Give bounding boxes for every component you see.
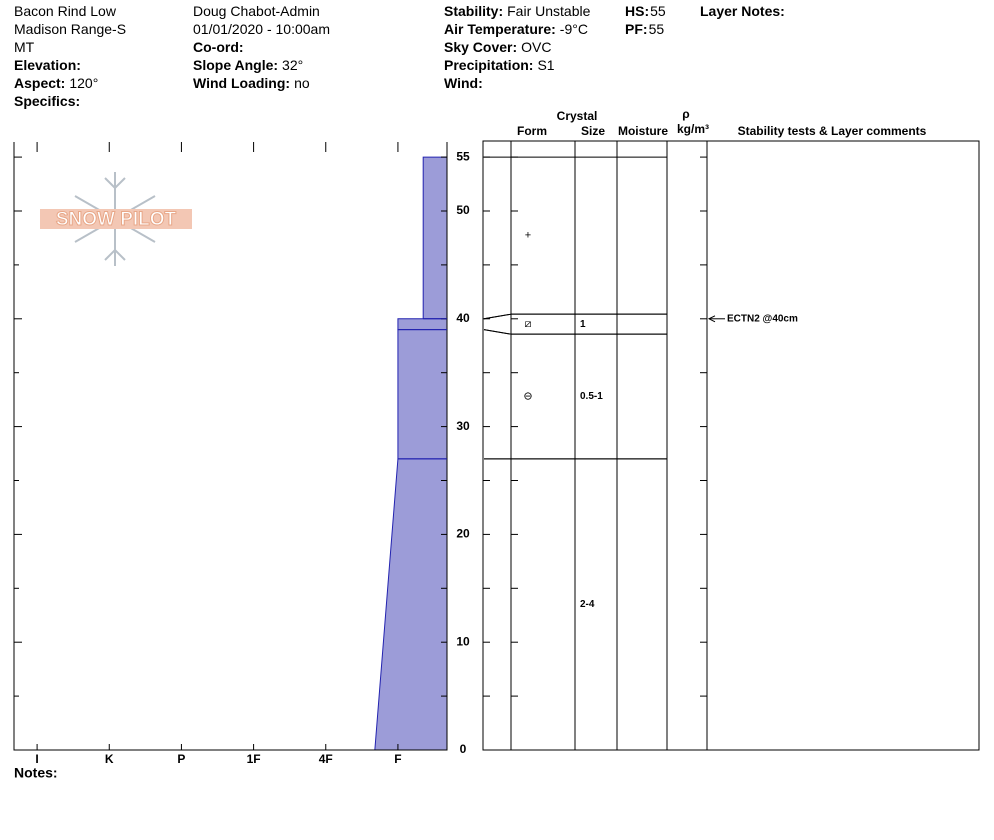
hardness-bar bbox=[422, 156, 448, 320]
logo-band bbox=[40, 209, 192, 229]
field-value: OVC bbox=[521, 39, 551, 55]
test-arrowhead bbox=[707, 315, 716, 323]
field-value: 32° bbox=[282, 57, 303, 73]
layer-connector bbox=[483, 313, 512, 320]
y-tick-label: 50 bbox=[456, 203, 470, 217]
field-label: Wind: bbox=[444, 75, 483, 91]
field-label: PF: bbox=[625, 21, 648, 37]
hardness-bar bbox=[397, 329, 448, 460]
y-tick-label: 20 bbox=[456, 527, 470, 541]
field-value: Doug Chabot-Admin bbox=[193, 3, 320, 19]
field-value: Fair Unstable bbox=[507, 3, 590, 19]
col-header: Moisture bbox=[618, 124, 668, 138]
col-header: kg/m³ bbox=[677, 122, 709, 136]
field-value: 120° bbox=[69, 75, 98, 91]
header-field: Madison Range-S bbox=[14, 21, 126, 37]
layer-connector bbox=[483, 329, 512, 335]
notes-label: Notes: bbox=[14, 765, 58, 781]
field-label: Wind Loading: bbox=[193, 75, 290, 91]
header-field: 01/01/2020 - 10:00am bbox=[193, 21, 330, 37]
field-value: 55 bbox=[649, 21, 665, 37]
field-label: Air Temperature: bbox=[444, 21, 556, 37]
header-field: Stability: Fair Unstable bbox=[444, 3, 591, 19]
field-value: -9°C bbox=[560, 21, 588, 37]
header-field: Air Temperature: -9°C bbox=[444, 21, 588, 37]
y-tick-label: 55 bbox=[456, 149, 470, 163]
logo-text: SNOW PILOT bbox=[56, 209, 177, 230]
x-tick-label: K bbox=[105, 752, 114, 766]
x-tick-label: 1F bbox=[247, 752, 261, 766]
field-label: Aspect: bbox=[14, 75, 65, 91]
y-tick-label: 10 bbox=[456, 634, 470, 648]
field-value: Bacon Rind Low bbox=[14, 3, 117, 19]
header-field: Slope Angle: 32° bbox=[193, 57, 303, 73]
col-header: Size bbox=[581, 124, 605, 138]
field-label: HS: bbox=[625, 3, 649, 19]
field-label: Sky Cover: bbox=[444, 39, 517, 55]
test-label: ECTN2 @40cm bbox=[727, 313, 798, 324]
grain-form: ⧄ bbox=[525, 318, 532, 330]
header-field: MT bbox=[14, 39, 35, 55]
header-field: PF:55 bbox=[625, 21, 664, 37]
field-value: no bbox=[294, 75, 310, 91]
grain-form: ⊖ bbox=[523, 390, 532, 402]
grain-size: 1 bbox=[580, 319, 586, 330]
field-value: 01/01/2020 - 10:00am bbox=[193, 21, 330, 37]
x-tick-label: P bbox=[177, 752, 185, 766]
field-label: Elevation: bbox=[14, 57, 81, 73]
header-field: Sky Cover: OVC bbox=[444, 39, 552, 55]
table-frame bbox=[482, 140, 980, 751]
header-field: Doug Chabot-Admin bbox=[193, 3, 320, 19]
field-value: MT bbox=[14, 39, 35, 55]
col-header: Form bbox=[517, 124, 547, 138]
logo-flake bbox=[104, 248, 126, 261]
hardness-bar bbox=[374, 458, 448, 751]
y-tick-label: 40 bbox=[456, 311, 470, 325]
x-tick-label: I bbox=[35, 752, 38, 766]
field-label: Precipitation: bbox=[444, 57, 533, 73]
logo-flake bbox=[104, 177, 126, 190]
header-field: Wind Loading: no bbox=[193, 75, 310, 91]
field-label: Slope Angle: bbox=[193, 57, 278, 73]
y-tick-label: 0 bbox=[460, 742, 467, 756]
plot-frame bbox=[13, 142, 448, 751]
grain-size: 0.5-1 bbox=[580, 391, 603, 402]
field-label: Layer Notes: bbox=[700, 3, 785, 19]
header-field: Aspect: 120° bbox=[14, 75, 98, 91]
header-field: Layer Notes: bbox=[700, 3, 785, 19]
col-header: Stability tests & Layer comments bbox=[738, 124, 927, 138]
header-field: Specifics: bbox=[14, 93, 80, 109]
y-tick-label: 30 bbox=[456, 419, 470, 433]
field-label: Specifics: bbox=[14, 93, 80, 109]
col-header: ρ bbox=[682, 107, 689, 121]
col-header: Crystal bbox=[557, 109, 598, 123]
header-field: Wind: bbox=[444, 75, 483, 91]
field-label: Stability: bbox=[444, 3, 503, 19]
hardness-bar bbox=[397, 318, 448, 331]
header-field: Co-ord: bbox=[193, 39, 244, 55]
header-field: HS:55 bbox=[625, 3, 666, 19]
header-field: Precipitation: S1 bbox=[444, 57, 555, 73]
grain-form: + bbox=[525, 230, 531, 242]
x-tick-label: 4F bbox=[319, 752, 333, 766]
field-value: 55 bbox=[650, 3, 666, 19]
field-value: Madison Range-S bbox=[14, 21, 126, 37]
grain-size: 2-4 bbox=[580, 599, 595, 610]
field-value: S1 bbox=[537, 57, 554, 73]
x-tick-label: F bbox=[394, 752, 401, 766]
header-field: Elevation: bbox=[14, 57, 81, 73]
logo bbox=[40, 172, 192, 266]
field-label: Co-ord: bbox=[193, 39, 244, 55]
header-field: Bacon Rind Low bbox=[14, 3, 117, 19]
